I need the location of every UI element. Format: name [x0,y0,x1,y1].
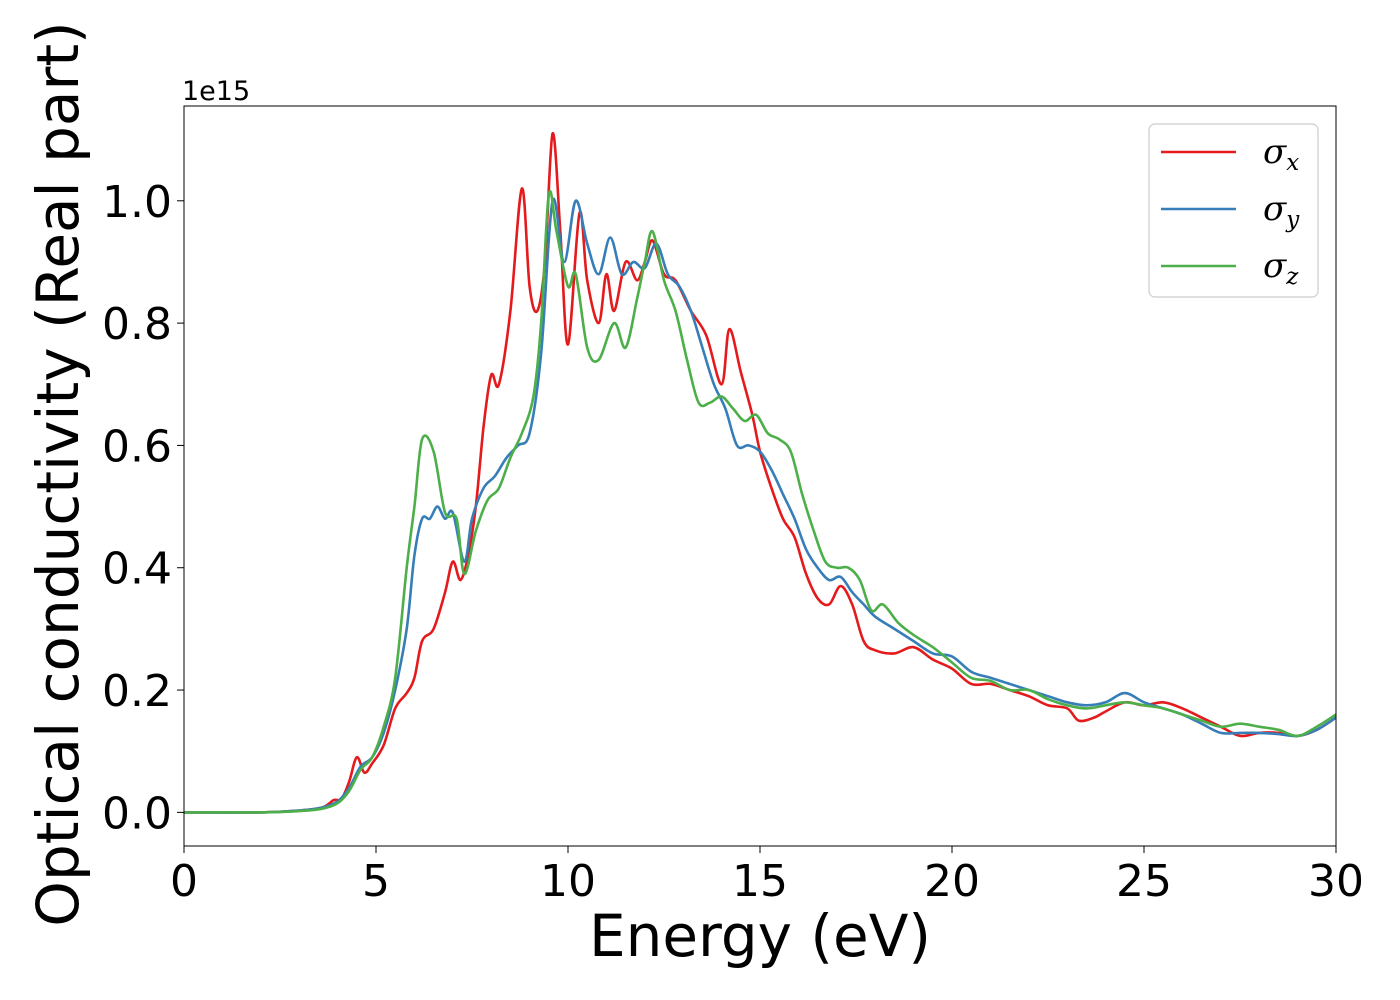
legend-box [1148,123,1319,298]
x-axis-ticks: 0 5 10 15 20 25 30 [170,846,1364,907]
y-tick-label: 0.8 [102,299,172,350]
x-tick-label: 0 [170,856,198,907]
x-tick-label: 25 [1116,856,1172,907]
plot-lines [184,132,1336,814]
legend-label-x: σx [1263,132,1299,176]
y-tick-label: 1.0 [102,177,172,228]
x-tick-label: 10 [540,856,596,907]
legend: σx σy σz [1148,123,1319,298]
series-line-z [184,190,1336,814]
y-axis-ticks: 0.0 0.2 0.4 0.6 0.8 1.0 [102,177,184,839]
legend-label-z: σz [1263,246,1299,290]
x-tick-label: 20 [924,856,980,907]
x-tick-label: 30 [1308,856,1364,907]
y-axis-label: Optical conductivity (Real part) [24,21,92,926]
y-tick-label: 0.0 [102,788,172,839]
y-tick-label: 0.2 [102,666,172,717]
x-tick-label: 15 [732,856,788,907]
y-axis-offset-label: 1e15 [182,76,250,107]
series-line-y [184,197,1336,814]
x-tick-label: 5 [362,856,390,907]
y-tick-label: 0.4 [102,544,172,595]
y-tick-label: 0.6 [102,421,172,472]
x-axis-label: Energy (eV) [589,902,931,970]
legend-label-y: σy [1263,189,1300,233]
